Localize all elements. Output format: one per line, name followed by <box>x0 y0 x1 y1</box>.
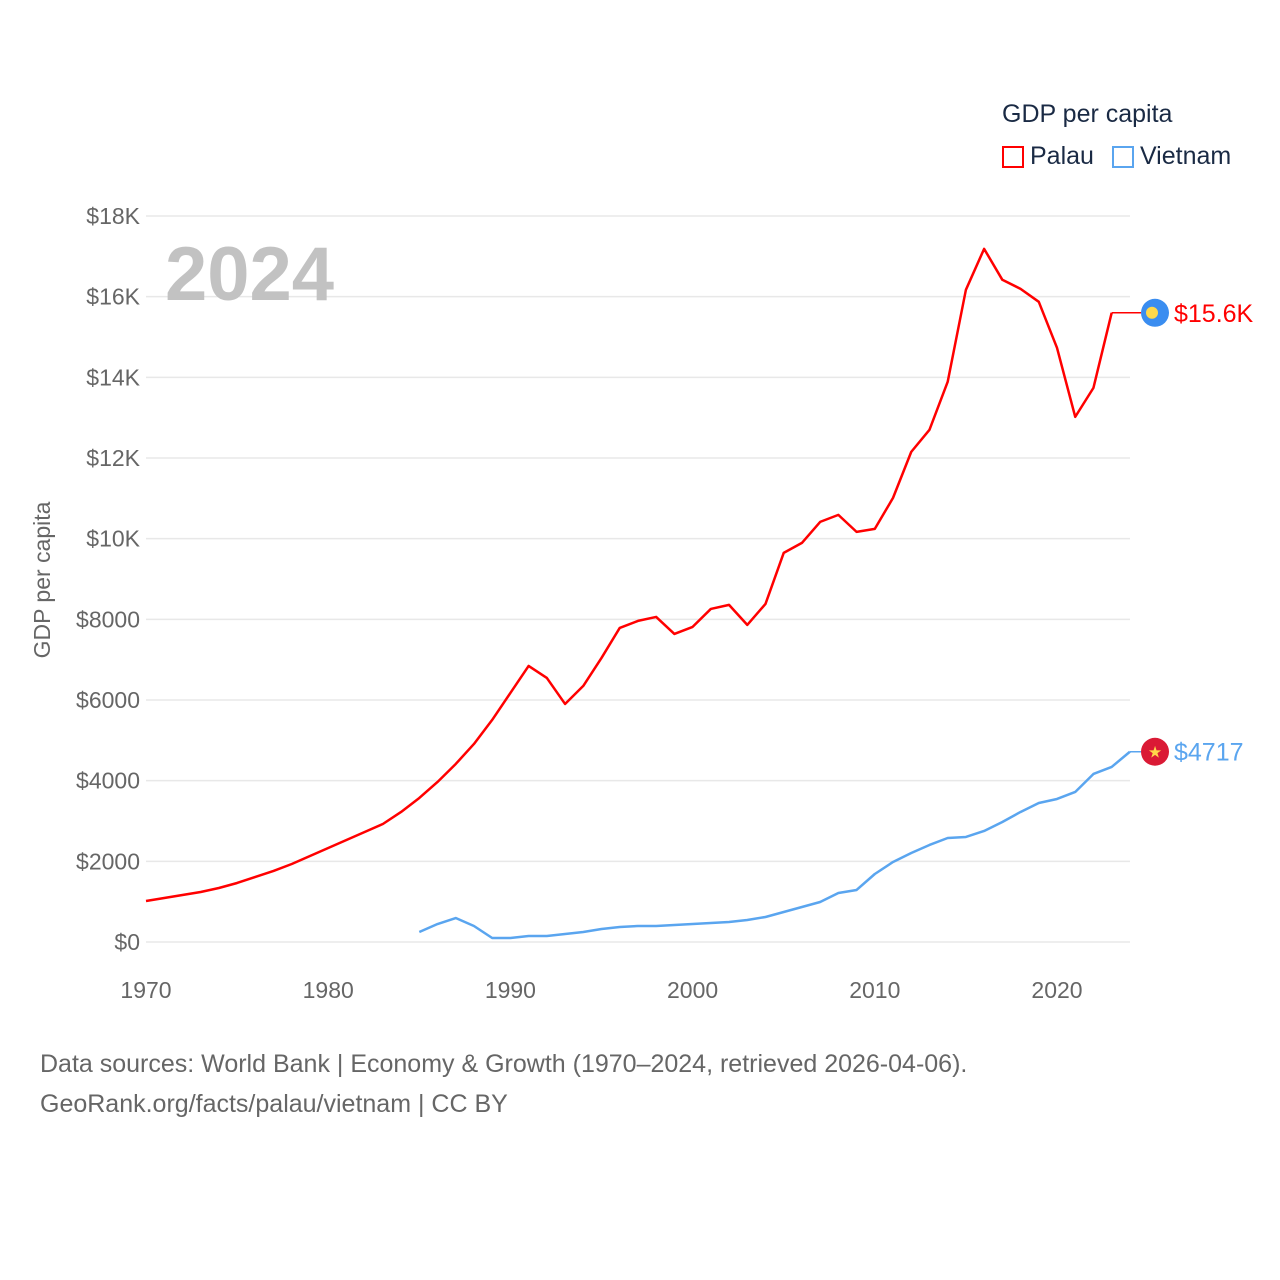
y-tick-label: $2000 <box>76 848 140 874</box>
series-line-vietnam <box>418 750 1131 940</box>
x-tick-label: 1980 <box>303 977 354 1003</box>
data-source-text: Data sources: World Bank | Economy & Gro… <box>40 1050 968 1078</box>
year-label: 2024 <box>165 232 334 317</box>
series-line-palau <box>145 247 1113 903</box>
end-value-label: $15.6K <box>1174 300 1254 328</box>
x-tick-label: 2020 <box>1031 977 1082 1003</box>
x-tick-label: 2010 <box>849 977 900 1003</box>
x-tick-label: 1970 <box>120 977 171 1003</box>
y-tick-label: $12K <box>86 445 140 471</box>
y-tick-label: $14K <box>86 364 140 390</box>
y-tick-label: $4000 <box>76 768 140 794</box>
legend-item-palau[interactable]: Palau <box>1002 142 1094 171</box>
vietnam-flag-star: ★ <box>1148 745 1162 762</box>
y-axis-label: GDP per capita <box>29 501 55 658</box>
x-tick-label: 1990 <box>485 977 536 1003</box>
legend-item-vietnam[interactable]: Vietnam <box>1111 142 1232 171</box>
source-link[interactable]: GeoRank.org/facts/palau/vietnam | CC BY <box>40 1090 508 1118</box>
footer: Data sources: World Bank | Economy & Gro… <box>40 1044 967 1124</box>
legend-label: Palau <box>1030 142 1094 170</box>
end-value-label: $4717 <box>1174 739 1244 767</box>
legend-swatch <box>1002 146 1024 168</box>
legend-title: GDP per capita <box>1002 100 1173 128</box>
x-tick-label: 2000 <box>667 977 718 1003</box>
y-tick-label: $8000 <box>76 606 140 632</box>
vietnam-flag-icon <box>1141 737 1169 766</box>
legend-label: Vietnam <box>1139 142 1232 170</box>
y-tick-label: $10K <box>86 526 140 552</box>
y-tick-label: $0 <box>114 929 140 955</box>
palau-flag-disc <box>1146 306 1158 319</box>
legend-swatch <box>1111 146 1134 168</box>
y-tick-label: $16K <box>86 284 140 310</box>
y-tick-label: $18K <box>86 203 140 229</box>
y-tick-label: $6000 <box>76 687 140 713</box>
legend: Palau Vietnam <box>1002 142 1231 171</box>
